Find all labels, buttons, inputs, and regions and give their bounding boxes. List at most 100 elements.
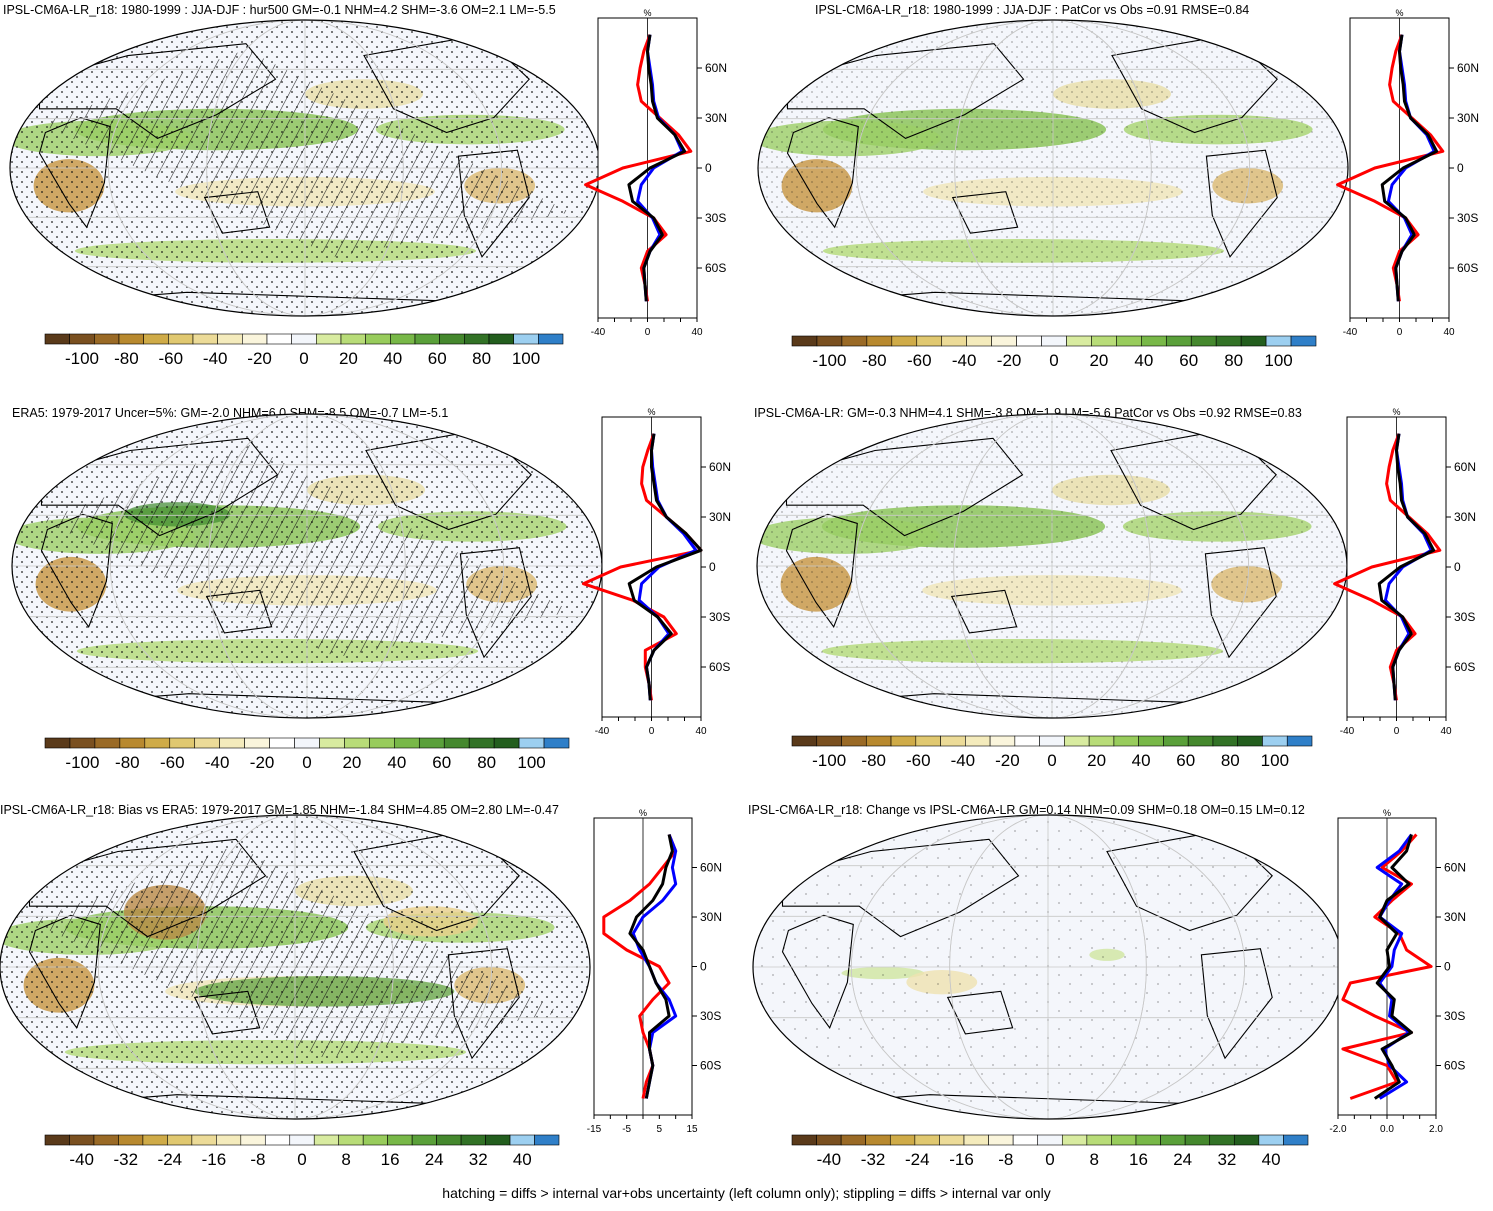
colorbar-label: 40 bbox=[383, 349, 402, 368]
profile-series-1 bbox=[627, 34, 687, 302]
coast-south-america bbox=[1200, 948, 1273, 1060]
colorbar-label: -60 bbox=[159, 349, 184, 368]
colorbar-swatch bbox=[1037, 1134, 1063, 1146]
profile-lat-label: 0 bbox=[709, 560, 716, 574]
colorbar-label: -40 bbox=[817, 1150, 842, 1169]
panel-4: IPSL-CM6A-LR: GM=-0.3 NHM=4.1 SHM=-3.8 O… bbox=[754, 406, 1476, 770]
profile-x-label: 0 bbox=[1394, 726, 1400, 737]
colorbar-label: 40 bbox=[513, 1150, 532, 1169]
colorbar-swatch bbox=[414, 333, 440, 345]
colorbar-swatch bbox=[338, 1134, 364, 1146]
profile-lat-label: 30S bbox=[1454, 610, 1475, 624]
colorbar-swatch bbox=[791, 1134, 817, 1146]
colorbar-swatch bbox=[1187, 735, 1214, 747]
colorbar-label: 20 bbox=[342, 753, 361, 772]
map-border bbox=[0, 814, 591, 1120]
profile-series-2 bbox=[1333, 433, 1442, 701]
colorbar-swatch bbox=[167, 1134, 193, 1146]
colorbar-swatch bbox=[365, 333, 391, 345]
map-border bbox=[757, 19, 1349, 317]
colorbar-swatch bbox=[513, 333, 539, 345]
panel-title: IPSL-CM6A-LR: GM=-0.3 NHM=4.1 SHM=-3.8 O… bbox=[754, 406, 1302, 420]
colorbar-swatch bbox=[294, 737, 320, 749]
colorbar-swatch bbox=[436, 1134, 462, 1146]
colorbar-label: -16 bbox=[949, 1150, 974, 1169]
panels-layer: IPSL-CM6A-LR_r18: 1980-1999 : JJA-DJF : … bbox=[0, 3, 1479, 1169]
profile-x-label: 2.0 bbox=[1429, 1124, 1443, 1135]
colorbar-swatch bbox=[1262, 735, 1288, 747]
colorbar-label: 40 bbox=[1132, 751, 1151, 770]
colorbar-label: -20 bbox=[250, 753, 275, 772]
graticule-lon bbox=[854, 414, 1250, 718]
colorbar-swatch bbox=[1041, 335, 1067, 347]
colorbar-label: -8 bbox=[250, 1150, 265, 1169]
colorbar-label: -20 bbox=[995, 751, 1020, 770]
colorbar-swatch bbox=[144, 737, 171, 749]
map-area bbox=[758, 20, 1348, 316]
graticule-lon bbox=[949, 815, 1147, 1119]
colorbar-swatch bbox=[1039, 735, 1065, 747]
colorbar-label: 0 bbox=[1049, 351, 1058, 370]
colorbar-swatch bbox=[439, 333, 465, 345]
coast-australia bbox=[946, 990, 1014, 1035]
colorbar-label: 40 bbox=[387, 753, 406, 772]
colorbar-swatch bbox=[169, 737, 196, 749]
colorbar-swatch bbox=[418, 737, 445, 749]
profile-lat-label: 30S bbox=[705, 211, 726, 225]
profile-x-label: -40 bbox=[1340, 726, 1355, 737]
map-area bbox=[12, 414, 602, 718]
colorbar-label: -32 bbox=[113, 1150, 138, 1169]
coast-australia bbox=[193, 990, 261, 1035]
colorbar-label: 100 bbox=[517, 753, 545, 772]
zonal-profile: % 60N 30N 0 30S 60S -15 -5 5 15 bbox=[587, 808, 722, 1135]
profile-lat-label: 60S bbox=[1444, 1059, 1465, 1073]
colorbar-swatch bbox=[217, 333, 243, 345]
colorbar-label: 8 bbox=[341, 1150, 350, 1169]
colorbar-swatch bbox=[269, 737, 295, 749]
zonal-profile: % 60N 30N 0 30S 60S -40 0 40 bbox=[1336, 8, 1479, 338]
profile-x-label: -40 bbox=[595, 726, 610, 737]
colorbar-swatch bbox=[1212, 735, 1239, 747]
colorbar-label: 0 bbox=[299, 349, 308, 368]
colorbar-swatch bbox=[1184, 1134, 1211, 1146]
colorbar-label: 0 bbox=[302, 753, 311, 772]
colorbar-swatch bbox=[1111, 1134, 1137, 1146]
profile-x-label: 40 bbox=[691, 327, 703, 338]
colorbar-label: 32 bbox=[469, 1150, 488, 1169]
colorbar-swatch bbox=[464, 333, 490, 345]
colorbar-label: -80 bbox=[862, 351, 887, 370]
coast-south-america bbox=[1205, 149, 1278, 258]
colorbar-label: 80 bbox=[1224, 351, 1243, 370]
colorbar-label: 20 bbox=[1089, 351, 1108, 370]
colorbar-swatch bbox=[1286, 735, 1313, 747]
graticule-lon bbox=[954, 20, 1152, 316]
coast-eurasia bbox=[28, 838, 267, 938]
figure-footnote: hatching = diffs > internal var+obs unce… bbox=[442, 1185, 1051, 1201]
colorbar-swatch bbox=[93, 1134, 119, 1146]
profile-unit: % bbox=[639, 808, 647, 818]
colorbar-swatch bbox=[344, 737, 370, 749]
panel-title: IPSL-CM6A-LR_r18: Bias vs ERA5: 1979-201… bbox=[0, 803, 559, 817]
graticule-lon bbox=[109, 414, 505, 718]
graticule-lon bbox=[850, 815, 1246, 1119]
map-area bbox=[757, 414, 1347, 718]
colorbar-swatch bbox=[1163, 735, 1189, 747]
panel-title: IPSL-CM6A-LR_r18: 1980-1999 : JJA-DJF : … bbox=[815, 3, 1249, 17]
profile-lat-label: 60S bbox=[709, 660, 730, 674]
profile-series-2 bbox=[581, 433, 703, 701]
colorbar-swatch bbox=[460, 1134, 486, 1146]
colorbar-label: 60 bbox=[1176, 751, 1195, 770]
colorbar-swatch bbox=[1061, 1134, 1088, 1146]
colorbar-swatch bbox=[940, 735, 966, 747]
colorbar-label: -100 bbox=[65, 349, 99, 368]
colorbar-label: 24 bbox=[425, 1150, 444, 1169]
colorbar-swatch bbox=[1113, 735, 1139, 747]
colorbar-label: 20 bbox=[1087, 751, 1106, 770]
colorbar-swatch bbox=[791, 335, 818, 347]
colorbar-label: 20 bbox=[339, 349, 358, 368]
profile-lat-label: 60N bbox=[1454, 460, 1476, 474]
profile-series-1 bbox=[1377, 433, 1436, 701]
zonal-profile: % 60N 30N 0 30S 60S -40 0 40 bbox=[584, 8, 727, 338]
colorbar-swatch bbox=[411, 1134, 437, 1146]
